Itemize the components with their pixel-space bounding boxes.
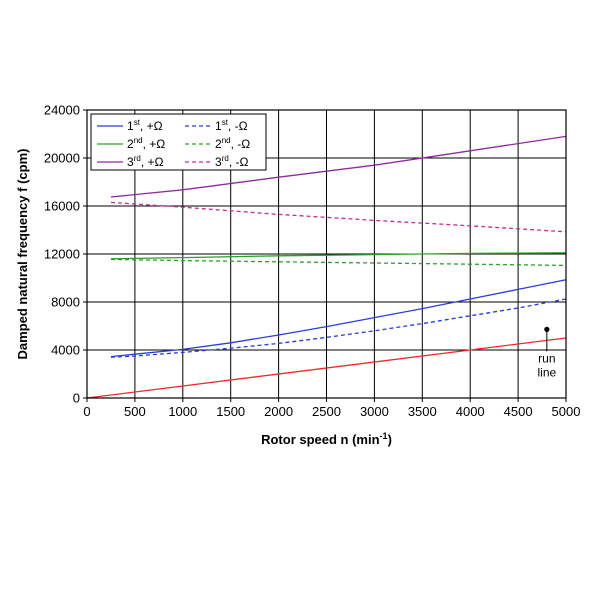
x-axis-title: Rotor speed n (min-1) [261,431,392,447]
y-tick-label: 8000 [51,295,80,310]
run-line-label: line [537,365,556,379]
y-tick-label: 0 [73,391,80,406]
plot-frame [86,109,567,399]
x-tick-label: 1000 [168,404,197,419]
run-line-label: run [538,351,555,365]
y-axis-title: Damped natural frequency f (cpm) [15,149,30,360]
axes [83,109,567,402]
series-line-s3m [110,201,567,233]
y-tick-label: 24000 [44,103,80,118]
series-layer [86,135,567,399]
legend-label-s3p: 3rd, +Ω [127,154,163,169]
x-tick-label: 0 [83,404,90,419]
x-tick-label: 3500 [408,404,437,419]
legend-label-s2p: 2nd, +Ω [127,136,165,151]
series-line-s1p [110,279,567,358]
legend-label-s1p: 1st, +Ω [127,118,163,133]
x-tick-label: 500 [124,404,146,419]
x-tick-label: 2500 [312,404,341,419]
x-tick-label: 1500 [216,404,245,419]
y-tick-label: 4000 [51,343,80,358]
series-line-s2m [110,258,567,267]
x-tick-label: 4500 [504,404,533,419]
series-line-s3p [110,135,567,198]
legend-label-s2m: 2nd, -Ω [215,136,250,151]
y-tick-label: 16000 [44,199,80,214]
series-line-run [86,337,567,399]
x-tick-label: 5000 [552,404,581,419]
x-tick-label: 4000 [456,404,485,419]
series-line-s1m [110,298,567,358]
legend-box [90,113,267,171]
y-tick-label: 12000 [44,247,80,262]
y-tick-label: 20000 [44,151,80,166]
series-line-s2p [110,252,567,260]
legend: 1st, +Ω 1st, -Ω 2nd, +Ω 2nd, -Ω 3rd, +Ω 3rd, … [90,113,267,171]
legend-label-s3m: 3rd, -Ω [215,154,248,169]
x-tick-label: 3000 [360,404,389,419]
legend-label-s1m: 1st, -Ω [215,118,248,133]
tick-labels: 0 500 1000 1500 2000 2500 3000 3500 4000 4500 5000… [44,103,581,420]
x-tick-label: 2000 [264,404,293,419]
